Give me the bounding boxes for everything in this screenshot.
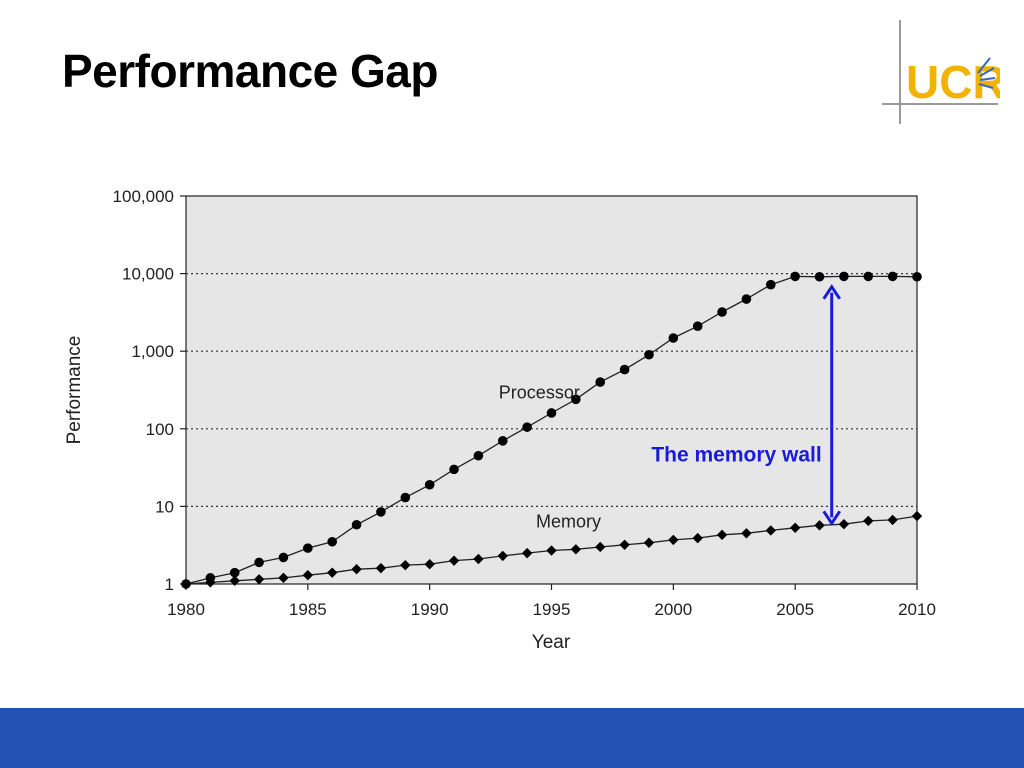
logo-sunburst (977, 57, 996, 89)
processor-point (863, 271, 874, 282)
memory-point (180, 578, 192, 590)
memory-series-label: Memory (536, 512, 601, 532)
memory-point (205, 577, 216, 588)
memory-wall-arrowhead-bottom (822, 510, 841, 527)
memory-point (668, 534, 679, 546)
processor-point (254, 557, 264, 568)
y-tick-label: 1 (165, 575, 174, 594)
x-axis-label: Year (532, 632, 571, 653)
y-tick-label: 1,000 (131, 342, 174, 361)
memory-point (327, 567, 338, 578)
x-tick-label: 2010 (898, 600, 936, 619)
memory-point (619, 539, 630, 551)
processor-point (522, 422, 532, 432)
processor-point (814, 271, 825, 282)
memory-point (253, 574, 265, 585)
x-axis-ticks: 1980 1985 1990 1995 2000 2005 2010 (167, 584, 936, 619)
slide-title: Performance Gap (62, 45, 438, 97)
memory-point (375, 562, 387, 574)
processor-point (327, 536, 338, 547)
memory-point (448, 555, 460, 566)
y-axis-ticks: 1 10 100 1,000 10,000 100,000 (113, 187, 186, 594)
memory-point (497, 550, 508, 562)
processor-point (449, 464, 459, 475)
processor-point (229, 567, 240, 578)
processor-point (571, 394, 581, 405)
memory-wall-label: The memory wall (651, 444, 821, 467)
memory-point (863, 515, 874, 527)
memory-point (521, 547, 533, 559)
processor-point (644, 349, 654, 360)
memory-point (716, 529, 728, 541)
series-layer: Processor Memory (180, 271, 923, 590)
memory-point (351, 564, 362, 575)
processor-point (790, 271, 800, 282)
plot-area (185, 195, 918, 585)
processor-point (912, 271, 922, 282)
processor-point (887, 271, 898, 282)
processor-series-label: Processor (499, 383, 580, 403)
memory-point (473, 553, 484, 565)
memory-point (789, 522, 801, 533)
processor-point (424, 479, 435, 490)
processor-point (595, 377, 606, 387)
processor-point (766, 279, 776, 290)
processor-point (546, 408, 557, 418)
processor-point (717, 307, 727, 317)
annotation-layer: The memory wall (651, 284, 841, 527)
memory-wall-arrowhead-top (822, 284, 841, 300)
processor-point (473, 450, 484, 461)
y-tick-label: 100 (146, 420, 174, 439)
grid-lines (186, 273, 917, 507)
memory-point (278, 572, 289, 584)
x-tick-label: 1985 (289, 600, 327, 619)
memory-point (546, 545, 557, 556)
ucr-logo: UCR (882, 20, 1000, 124)
processor-point (497, 436, 508, 446)
x-tick-label: 1995 (533, 600, 571, 619)
memory-point (424, 558, 435, 570)
memory-point (400, 559, 411, 571)
x-tick-label: 1980 (167, 600, 205, 619)
processor-point (839, 271, 849, 282)
memory-point (229, 575, 240, 586)
memory-point (692, 532, 703, 544)
memory-point (570, 544, 582, 555)
x-tick-label: 1990 (411, 600, 449, 619)
memory-point (814, 520, 825, 531)
memory-point (302, 569, 314, 581)
memory-point (838, 518, 850, 530)
x-tick-label: 2005 (776, 600, 814, 619)
memory-point (643, 537, 655, 548)
memory-point (765, 525, 776, 536)
processor-point (692, 321, 703, 331)
processor-point (351, 519, 362, 530)
performance-chart: 1 10 100 1,000 10,000 100,000 1980 1985 1990 199… (64, 187, 936, 653)
memory-point (741, 528, 752, 539)
x-tick-label: 2000 (654, 600, 692, 619)
y-tick-label: 10,000 (122, 265, 174, 284)
footer-bar (0, 708, 1024, 768)
processor-point (278, 552, 289, 563)
memory-point (595, 541, 606, 553)
processor-point (741, 294, 752, 304)
y-tick-label: 10 (155, 497, 174, 516)
memory-point (911, 510, 923, 522)
processor-point (400, 492, 411, 503)
processor-point (303, 543, 313, 553)
processor-point (668, 333, 679, 343)
y-axis-label: Performance (64, 336, 85, 445)
processor-point (619, 364, 630, 375)
processor-point (376, 507, 386, 517)
y-tick-label: 100,000 (113, 187, 174, 206)
memory-point (887, 514, 898, 526)
